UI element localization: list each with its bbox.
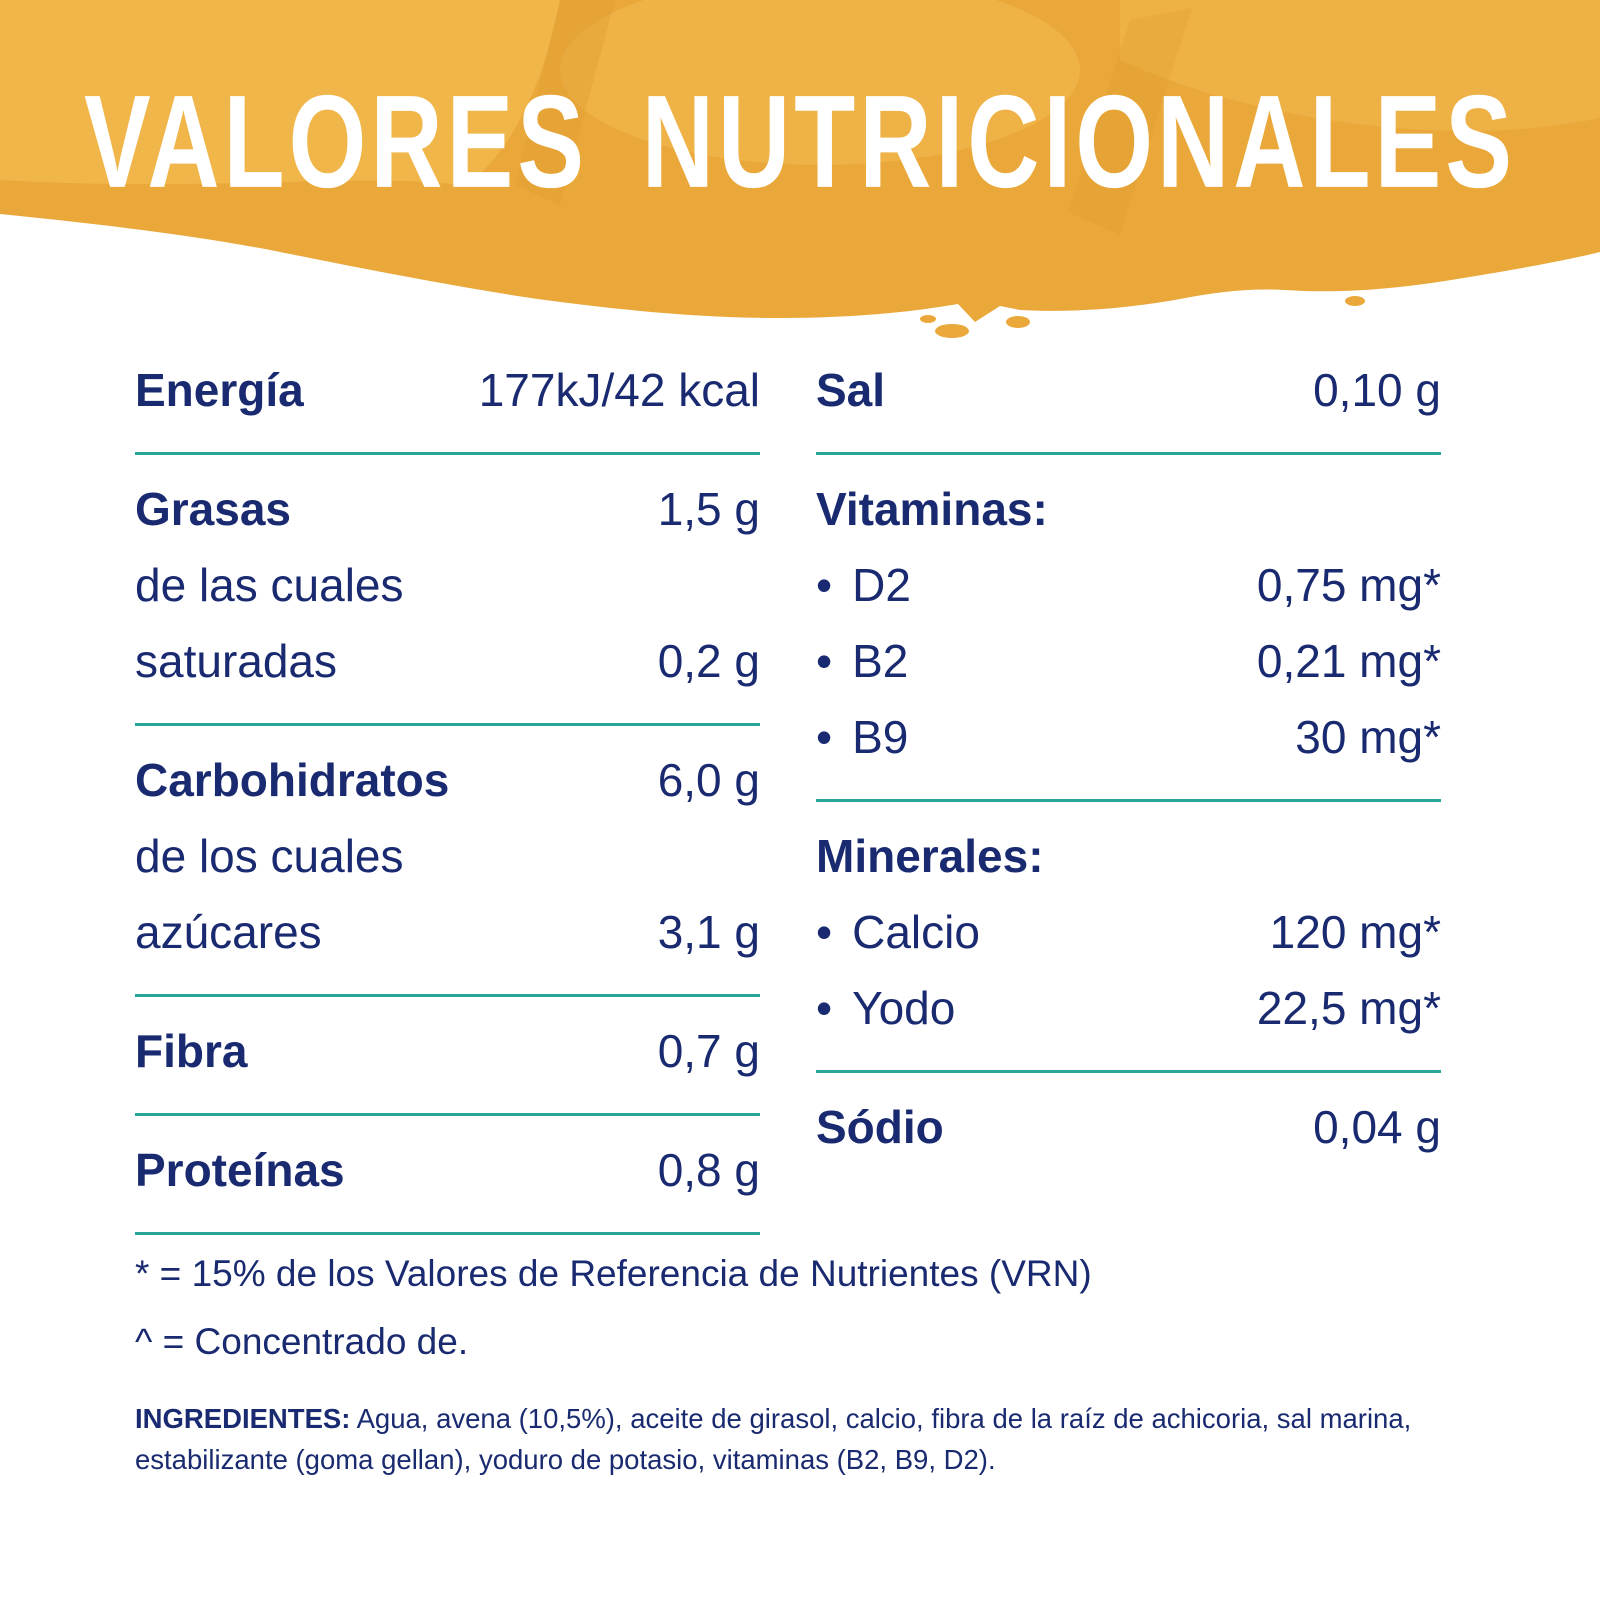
nutrient-row: azúcares 3,1 g	[135, 894, 760, 970]
nutrient-label-text: D2	[852, 559, 911, 611]
nutrient-label-text: Yodo	[852, 982, 956, 1034]
nutrient-row: • Calcio 120 mg*	[816, 894, 1441, 970]
section-grasas: Grasas 1,5 g de las cuales saturadas 0,2…	[135, 455, 760, 726]
nutrient-row: • B9 30 mg*	[816, 699, 1441, 775]
nutrient-row: • D2 0,75 mg*	[816, 547, 1441, 623]
nutrient-label: Grasas	[135, 483, 292, 535]
nutrient-label-text: Calcio	[852, 906, 980, 958]
brush-stroke-banner	[0, 0, 1600, 345]
nutrient-value: 3,1 g	[657, 906, 760, 958]
nutrient-row: de los cuales	[135, 818, 760, 894]
nutrient-row: Carbohidratos 6,0 g	[135, 742, 760, 818]
nutrient-row: Fibra 0,7 g	[135, 1013, 760, 1089]
nutrient-row: Energía 177kJ/42 kcal	[135, 352, 760, 428]
nutrient-label: Sal	[816, 364, 886, 416]
nutrient-value: 6,0 g	[657, 754, 760, 806]
nutrient-value: 0,8 g	[657, 1144, 760, 1196]
nutrient-label: azúcares	[135, 906, 322, 958]
nutrient-row: saturadas 0,2 g	[135, 623, 760, 699]
nutrient-label: Carbohidratos	[135, 754, 450, 806]
nutrient-label: • Calcio	[816, 894, 980, 970]
nutrient-label-text: B2	[852, 635, 909, 687]
nutrient-label: • Yodo	[816, 970, 955, 1046]
nutrient-value: 0,75 mg*	[1256, 559, 1441, 611]
nutrient-row: de las cuales	[135, 547, 760, 623]
section-vitaminas: Vitaminas: • D2 0,75 mg* • B2 0,21 mg* • B9…	[816, 455, 1441, 802]
nutrient-label: Proteínas	[135, 1144, 345, 1196]
nutrient-label: de los cuales	[135, 830, 404, 882]
nutrient-label: Energía	[135, 364, 304, 416]
nutrient-row: Proteínas 0,8 g	[135, 1132, 760, 1208]
nutrient-value: 0,7 g	[657, 1025, 760, 1077]
nutrient-label: • B2	[816, 623, 908, 699]
nutrient-value: 0,21 mg*	[1256, 635, 1441, 687]
section-sal: Sal 0,10 g	[816, 352, 1441, 455]
nutrient-row: Sal 0,10 g	[816, 352, 1441, 428]
nutrient-row: Sódio 0,04 g	[816, 1089, 1441, 1165]
bullet-icon: •	[816, 559, 833, 611]
nutrient-value: 0,04 g	[1313, 1101, 1441, 1153]
section-sodio: Sódio 0,04 g	[816, 1073, 1441, 1189]
left-column: Energía 177kJ/42 kcal Grasas 1,5 g de la…	[135, 352, 760, 1235]
page-title: VALORES NUTRICIONALES	[84, 68, 1516, 216]
nutrient-label: Fibra	[135, 1025, 248, 1077]
section-fibra: Fibra 0,7 g	[135, 997, 760, 1116]
nutrient-label: • B9	[816, 699, 908, 775]
footnote-vrn: * = 15% de los Valores de Referencia de …	[135, 1253, 1092, 1294]
nutrient-value: 30 mg*	[1295, 711, 1441, 763]
section-heading: Vitaminas:	[816, 483, 1048, 535]
ingredients-paragraph: INGREDIENTES: Agua, avena (10,5%), aceit…	[135, 1398, 1447, 1480]
nutrient-value: 22,5 mg*	[1256, 982, 1441, 1034]
section-carbohidratos: Carbohidratos 6,0 g de los cuales azúcar…	[135, 726, 760, 997]
nutrient-row: • B2 0,21 mg*	[816, 623, 1441, 699]
footnote-concentrado: ^ = Concentrado de.	[135, 1321, 469, 1362]
section-minerales: Minerales: • Calcio 120 mg* • Yodo 22,5 mg…	[816, 802, 1441, 1073]
bullet-icon: •	[816, 711, 833, 763]
section-proteinas: Proteínas 0,8 g	[135, 1116, 760, 1235]
nutrient-value: 177kJ/42 kcal	[478, 364, 760, 416]
nutrient-row: • Yodo 22,5 mg*	[816, 970, 1441, 1046]
nutrient-row: Grasas 1,5 g	[135, 471, 760, 547]
bullet-icon: •	[816, 906, 833, 958]
section-heading: Minerales:	[816, 830, 1044, 882]
nutrient-value: 1,5 g	[657, 483, 760, 535]
nutrient-value: 0,10 g	[1313, 364, 1441, 416]
nutrient-label-text: B9	[852, 711, 909, 763]
ingredients-label: INGREDIENTES:	[135, 1403, 351, 1434]
footnotes: * = 15% de los Valores de Referencia de …	[135, 1240, 1445, 1376]
nutrient-label: Sódio	[816, 1101, 944, 1153]
section-energia: Energía 177kJ/42 kcal	[135, 352, 760, 455]
bullet-icon: •	[816, 635, 833, 687]
nutrient-label: saturadas	[135, 635, 338, 687]
right-column: Sal 0,10 g Vitaminas: • D2 0,75 mg* • B2 0…	[816, 352, 1441, 1235]
bullet-icon: •	[816, 982, 833, 1034]
ingredients-text: Agua, avena (10,5%), aceite de girasol, …	[135, 1403, 1412, 1475]
brush-stroke-icon	[0, 0, 1600, 338]
section-heading-row: Vitaminas:	[816, 471, 1441, 547]
nutrient-value: 120 mg*	[1269, 906, 1441, 958]
section-heading-row: Minerales:	[816, 818, 1441, 894]
nutrient-value: 0,2 g	[657, 635, 760, 687]
nutrient-label: • D2	[816, 547, 911, 623]
nutrient-label: de las cuales	[135, 559, 404, 611]
nutrition-table: Energía 177kJ/42 kcal Grasas 1,5 g de la…	[135, 352, 1441, 1235]
